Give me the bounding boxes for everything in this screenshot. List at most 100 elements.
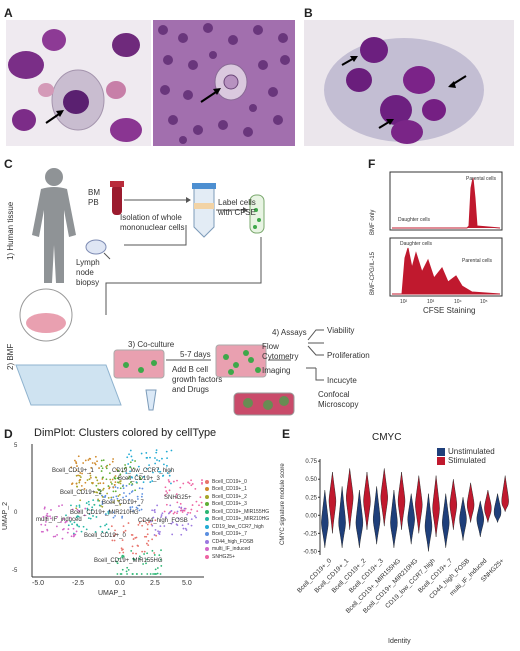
umap-point bbox=[86, 479, 89, 481]
umap-point bbox=[160, 516, 163, 518]
umap-point bbox=[77, 455, 80, 458]
umap-point bbox=[159, 530, 161, 533]
umap-point bbox=[101, 495, 104, 498]
f-xlabel: CFSE Staining bbox=[423, 306, 476, 315]
imaging-label: Imaging bbox=[262, 366, 291, 375]
legend-dot bbox=[205, 524, 209, 529]
panel-label-b: B bbox=[304, 6, 313, 20]
umap-point bbox=[121, 555, 123, 558]
umap-point bbox=[79, 499, 82, 502]
umap-point bbox=[189, 511, 192, 514]
violin-unstimulated bbox=[372, 486, 381, 545]
umap-ylabel: UMAP_2 bbox=[2, 501, 9, 530]
umap-point bbox=[164, 494, 167, 497]
umap-point bbox=[179, 509, 182, 512]
umap-point bbox=[159, 558, 162, 561]
y-tick-label: -0.25 bbox=[303, 531, 317, 537]
umap-point bbox=[135, 536, 138, 539]
legend-item: Bcell_CD19+_2 bbox=[205, 493, 277, 501]
violin-unstimulated bbox=[390, 490, 398, 548]
legend-label: CD44_high_FOSB bbox=[212, 538, 254, 545]
umap-point bbox=[81, 472, 83, 475]
umap-point bbox=[94, 476, 97, 479]
umap-xtick-1: -5.0 bbox=[32, 580, 45, 587]
f-bottom-ylabel: BMF-CPG/IL-15 bbox=[370, 251, 376, 295]
umap-point bbox=[76, 508, 79, 511]
umap-point bbox=[154, 568, 157, 571]
legend-item: CD44_high_FOSB bbox=[205, 538, 277, 546]
umap-point bbox=[149, 573, 152, 575]
umap-point bbox=[69, 516, 71, 519]
umap-point bbox=[78, 474, 81, 477]
umap-point bbox=[194, 487, 197, 490]
umap-point bbox=[89, 458, 92, 460]
umap-point bbox=[111, 478, 114, 481]
umap-point bbox=[139, 476, 142, 479]
umap-point bbox=[142, 475, 145, 478]
umap-point bbox=[91, 506, 94, 509]
umap-point bbox=[187, 511, 189, 514]
umap-point bbox=[49, 517, 52, 520]
umap-point bbox=[119, 487, 122, 490]
umap-point bbox=[159, 470, 162, 473]
umap-point bbox=[190, 484, 193, 487]
umap-point bbox=[160, 549, 162, 552]
umap-point bbox=[154, 528, 157, 531]
umap-point bbox=[91, 462, 94, 464]
umap-point bbox=[86, 507, 89, 510]
legend-item: CD19_low_CCR7_high bbox=[205, 523, 277, 531]
umap-point bbox=[112, 501, 115, 504]
legend-dot bbox=[205, 539, 209, 544]
umap-point bbox=[181, 511, 184, 513]
umap-point bbox=[141, 493, 144, 495]
y-tick-label: -0.50 bbox=[303, 549, 317, 555]
umap-point bbox=[113, 477, 116, 480]
umap-point bbox=[75, 530, 78, 533]
umap-point bbox=[131, 506, 134, 508]
umap-point bbox=[44, 524, 47, 526]
legend-stim-label: Stimulated bbox=[448, 456, 486, 465]
umap-point bbox=[114, 490, 117, 493]
umap-point bbox=[146, 456, 149, 459]
umap-point bbox=[156, 504, 159, 507]
umap-point bbox=[177, 517, 180, 520]
legend-label: Bcell_CD19+_2 bbox=[212, 493, 247, 500]
umap-point bbox=[154, 519, 157, 522]
y-tick-label: 0.00 bbox=[305, 513, 317, 519]
umap-point bbox=[96, 479, 99, 482]
umap-point bbox=[99, 525, 102, 528]
days-label: 5-7 days bbox=[180, 350, 211, 359]
umap-point bbox=[166, 457, 168, 460]
violin-stimulated bbox=[346, 468, 354, 530]
violin-plot: 0.750.500.250.00-0.25-0.50Bcell_CD19+_0B… bbox=[296, 459, 509, 615]
umap-point bbox=[113, 483, 116, 486]
umap-point bbox=[118, 493, 121, 496]
umap-point bbox=[176, 510, 179, 513]
umap-point bbox=[119, 503, 122, 506]
violin-unstimulated bbox=[442, 493, 450, 548]
umap-point bbox=[126, 573, 128, 575]
violin-stimulated bbox=[397, 471, 406, 530]
umap-point bbox=[89, 472, 92, 475]
umap-point bbox=[117, 481, 119, 484]
umap-point bbox=[175, 493, 178, 496]
umap-point bbox=[182, 509, 185, 512]
umap-point bbox=[77, 474, 80, 477]
cluster-label: multi_IF_induced bbox=[36, 517, 82, 523]
umap-point bbox=[54, 535, 57, 538]
umap-point bbox=[168, 474, 171, 477]
umap-point bbox=[169, 504, 172, 507]
umap-point bbox=[143, 553, 146, 555]
umap-point bbox=[152, 516, 155, 519]
umap-point bbox=[97, 498, 99, 501]
umap-point bbox=[75, 482, 78, 485]
umap-point bbox=[140, 495, 143, 498]
legend-dot bbox=[205, 479, 209, 484]
umap-point bbox=[61, 528, 64, 531]
legend-dot bbox=[205, 509, 209, 514]
grown-dish-icon bbox=[215, 344, 267, 378]
umap-point bbox=[99, 492, 102, 495]
umap-point bbox=[159, 573, 162, 575]
violin-stimulated bbox=[432, 475, 440, 537]
umap-point bbox=[121, 470, 124, 473]
